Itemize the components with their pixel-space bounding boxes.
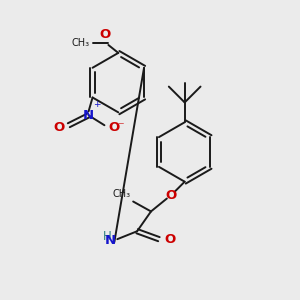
- Text: CH₃: CH₃: [71, 38, 90, 48]
- Text: O: O: [54, 121, 65, 134]
- Text: O: O: [100, 28, 111, 41]
- Text: ⁻: ⁻: [117, 121, 124, 134]
- Text: N: N: [105, 234, 116, 247]
- Text: H: H: [103, 230, 111, 243]
- Text: CH₃: CH₃: [112, 188, 130, 199]
- Text: +: +: [94, 100, 101, 109]
- Text: O: O: [165, 233, 176, 246]
- Text: O: O: [108, 121, 120, 134]
- Text: O: O: [165, 189, 176, 202]
- Text: N: N: [83, 109, 94, 122]
